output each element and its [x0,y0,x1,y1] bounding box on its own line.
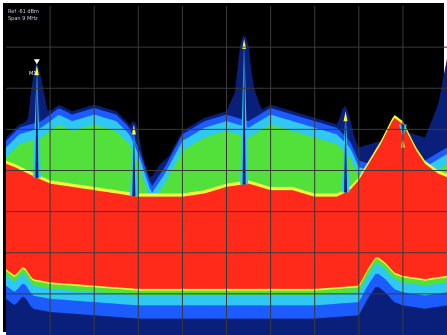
graticule [6,6,447,335]
marker-m1-glyph [33,59,40,65]
readout-line-ref: Ref -61 dBm [8,9,39,15]
spike-tip [34,65,39,76]
spike-core [344,111,348,193]
spike-core [35,65,39,178]
spike-tip [242,38,247,49]
marker-m1-label: M1 [29,71,37,77]
readout-line-span: Span 9 MHz [8,16,38,22]
trace-layer [33,59,40,65]
readout-panel: Ref -61 dBm Span 9 MHz [8,9,39,23]
spike-tip [343,111,348,122]
spike-core [242,38,246,185]
spike-core [132,124,136,197]
spectrum-plot [6,6,447,335]
